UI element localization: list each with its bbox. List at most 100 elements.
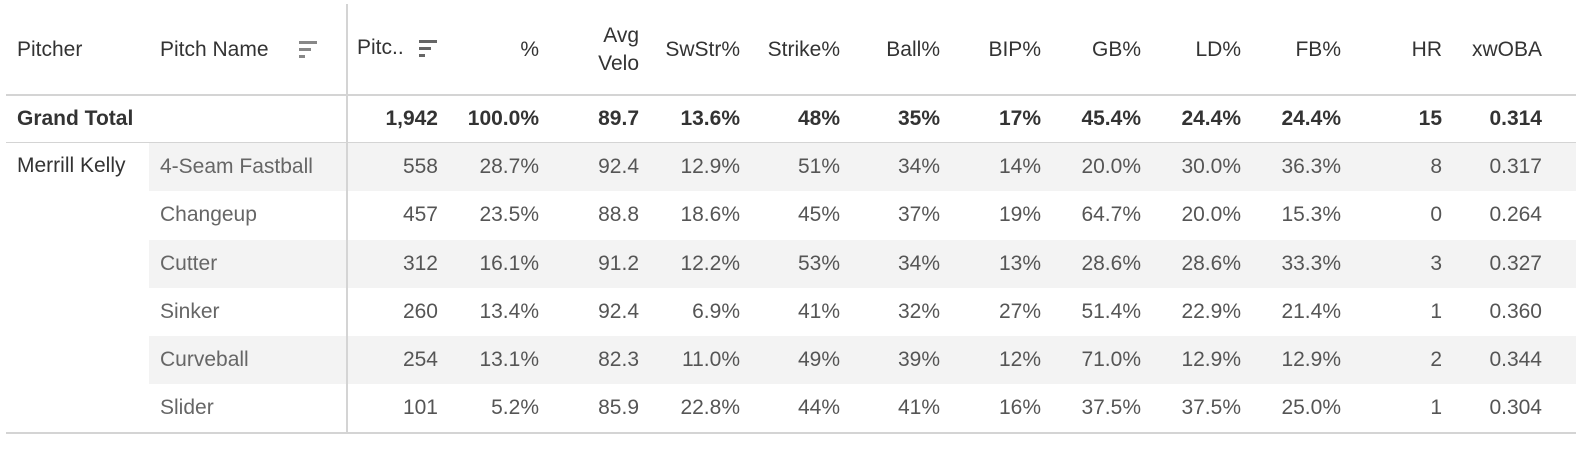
- column-header[interactable]: LD%: [1195, 38, 1241, 61]
- table-cell: 92.4: [598, 300, 639, 323]
- column-header[interactable]: %: [520, 38, 539, 61]
- table-cell: 0.264: [1489, 203, 1542, 226]
- table-cell: 260: [402, 300, 438, 323]
- grand-total-cell: 100.0%: [467, 107, 539, 130]
- table-cell: 37.5%: [1181, 396, 1241, 419]
- total-rule: [6, 142, 1576, 143]
- table-cell: 0.317: [1489, 155, 1542, 178]
- table-cell: 19%: [998, 203, 1041, 226]
- table-cell: 39%: [897, 348, 940, 371]
- table-cell: 1: [1430, 300, 1442, 323]
- table-cell: 11.0%: [682, 348, 740, 371]
- pitcher-name: Merrill Kelly: [17, 154, 126, 177]
- table-cell: 30.0%: [1181, 155, 1241, 178]
- table-cell: 27%: [998, 300, 1041, 323]
- grand-total-cell: 35%: [897, 107, 940, 130]
- table-cell: 457: [402, 203, 438, 226]
- column-header[interactable]: HR: [1411, 38, 1442, 61]
- table-cell: 12.9%: [1281, 348, 1341, 371]
- table-cell: 14%: [998, 155, 1041, 178]
- grand-total-cell: 45.4%: [1081, 107, 1141, 130]
- pitch-name-cell: Cutter: [160, 252, 218, 275]
- table-cell: 16%: [998, 396, 1041, 419]
- grand-total-cell: 15: [1418, 107, 1442, 130]
- table-cell: 34%: [897, 155, 940, 178]
- table-cell: 64.7%: [1081, 203, 1141, 226]
- table-cell: 92.4: [598, 155, 639, 178]
- row-band: [149, 240, 1576, 288]
- column-header[interactable]: Strike%: [767, 38, 840, 61]
- column-divider: [346, 4, 348, 434]
- pitch-name-cell: Curveball: [160, 348, 249, 371]
- pitch-name-cell: Changeup: [160, 203, 257, 226]
- table-cell: 0.360: [1489, 300, 1542, 323]
- sort-descending-icon[interactable]: [298, 39, 318, 59]
- table-cell: 22.9%: [1181, 300, 1241, 323]
- header-pitcher: Pitcher: [17, 38, 83, 61]
- table-cell: 1: [1430, 396, 1442, 419]
- table-cell: 101: [402, 396, 438, 419]
- table-cell: 85.9: [598, 396, 639, 419]
- column-header[interactable]: BIP%: [988, 38, 1041, 61]
- pitch-name-cell: 4-Seam Fastball: [160, 155, 313, 178]
- table-cell: 20.0%: [1081, 155, 1141, 178]
- table-cell: 21.4%: [1281, 300, 1341, 323]
- column-header[interactable]: FB%: [1295, 38, 1341, 61]
- table-cell: 13%: [998, 252, 1041, 275]
- table-cell: 37%: [897, 203, 940, 226]
- table-cell: 51%: [797, 155, 840, 178]
- sort-descending-icon[interactable]: [418, 38, 438, 58]
- table-cell: 12%: [998, 348, 1041, 371]
- column-header[interactable]: Pitc..: [357, 36, 404, 59]
- table-cell: 44%: [797, 396, 840, 419]
- table-cell: 12.2%: [680, 252, 740, 275]
- table-cell: 37.5%: [1081, 396, 1141, 419]
- table-cell: 0.344: [1489, 348, 1542, 371]
- table-cell: 28.6%: [1181, 252, 1241, 275]
- grand-total-cell: 17%: [998, 107, 1041, 130]
- table-cell: 312: [402, 252, 438, 275]
- table-cell: 13.4%: [479, 300, 539, 323]
- header-rule: [6, 94, 1576, 96]
- grand-total-cell: 24.4%: [1181, 107, 1241, 130]
- table-cell: 254: [402, 348, 438, 371]
- row-band: [149, 143, 1576, 191]
- table-cell: 91.2: [598, 252, 639, 275]
- grand-total-cell: 0.314: [1489, 107, 1542, 130]
- header-pitch-name: Pitch Name: [160, 38, 269, 61]
- column-header[interactable]: SwStr%: [665, 38, 740, 61]
- table-cell: 45%: [797, 203, 840, 226]
- table-cell: 49%: [797, 348, 840, 371]
- grand-total-cell: 1,942: [385, 107, 438, 130]
- grand-total-label: Grand Total: [17, 107, 134, 130]
- table-cell: 51.4%: [1081, 300, 1141, 323]
- table-cell: 0: [1430, 203, 1442, 226]
- column-header[interactable]: xwOBA: [1471, 38, 1542, 61]
- table-cell: 20.0%: [1181, 203, 1241, 226]
- pitch-name-cell: Sinker: [160, 300, 220, 323]
- table-cell: 12.9%: [1181, 348, 1241, 371]
- table-cell: 36.3%: [1281, 155, 1341, 178]
- row-band: [149, 336, 1576, 384]
- table-cell: 13.1%: [479, 348, 539, 371]
- table-cell: 6.9%: [692, 300, 740, 323]
- table-cell: 0.304: [1489, 396, 1542, 419]
- table-cell: 53%: [797, 252, 840, 275]
- table-cell: 558: [402, 155, 438, 178]
- table-cell: 88.8: [598, 203, 639, 226]
- column-header[interactable]: Avg Velo: [598, 24, 639, 75]
- table-cell: 16.1%: [479, 252, 539, 275]
- table-cell: 12.9%: [680, 155, 740, 178]
- table-cell: 32%: [897, 300, 940, 323]
- table-cell: 71.0%: [1081, 348, 1141, 371]
- grand-total-cell: 48%: [797, 107, 840, 130]
- column-header[interactable]: Ball%: [886, 38, 940, 61]
- column-header[interactable]: GB%: [1091, 38, 1141, 61]
- table-cell: 28.7%: [479, 155, 539, 178]
- grand-total-cell: 13.6%: [680, 107, 740, 130]
- table-cell: 5.2%: [491, 396, 539, 419]
- table-cell: 15.3%: [1281, 203, 1341, 226]
- table-cell: 28.6%: [1081, 252, 1141, 275]
- table-cell: 25.0%: [1281, 396, 1341, 419]
